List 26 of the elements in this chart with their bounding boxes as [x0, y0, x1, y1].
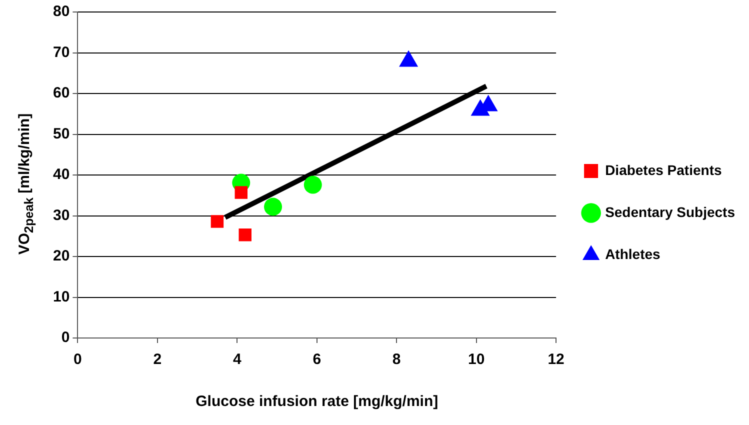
y-tick-label: 10	[52, 288, 70, 306]
y-tick-label: 70	[52, 44, 70, 61]
legend-label: Athletes	[605, 246, 661, 262]
y-tick-label: 80	[52, 3, 70, 20]
y-tick-label: 50	[52, 125, 70, 142]
x-tick-label: 8	[392, 351, 401, 368]
point	[238, 228, 252, 242]
x-tick-label: 10	[468, 351, 485, 368]
x-tick-label: 12	[548, 351, 564, 368]
legend-label: Diabetes Patients	[605, 162, 722, 178]
y-tick-label: 40	[52, 166, 70, 184]
y-tick-label: 60	[52, 84, 70, 102]
point	[399, 50, 418, 67]
y-tick-label: 0	[61, 329, 70, 346]
x-axis-title: Glucose infusion rate [mg/kg/min]	[196, 393, 438, 410]
y-tick-label: 20	[52, 248, 70, 265]
x-tick-label: 0	[74, 351, 82, 368]
point	[234, 186, 248, 199]
y-tick-label: 30	[52, 206, 70, 224]
x-tick-label: 4	[232, 351, 242, 368]
x-tick-label: 6	[312, 351, 322, 368]
point	[264, 198, 282, 216]
point	[210, 215, 224, 228]
legend-label: Sedentary Subjects	[605, 204, 736, 220]
x-tick-label: 2	[153, 351, 162, 368]
point	[304, 176, 322, 194]
